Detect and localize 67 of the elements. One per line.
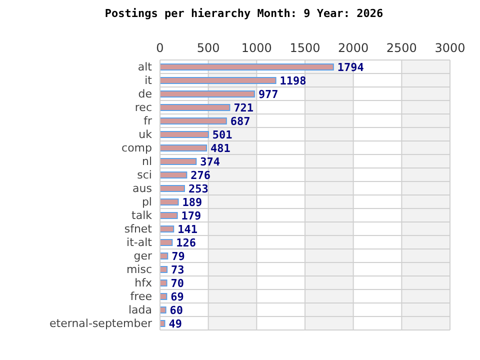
y-tick-label: misc xyxy=(126,263,152,276)
data-label: 69 xyxy=(170,290,184,304)
bar xyxy=(160,64,334,70)
bar xyxy=(160,280,168,286)
data-label: 253 xyxy=(188,182,208,196)
y-tick-label: rec xyxy=(134,101,152,114)
bar xyxy=(160,158,197,165)
data-label: 374 xyxy=(200,155,220,168)
bar xyxy=(160,306,166,314)
x-tick-label: 2000 xyxy=(338,41,369,55)
y-tick-label: aus xyxy=(132,182,152,196)
bar xyxy=(160,239,173,246)
data-label: 1198 xyxy=(280,74,306,88)
y-tick-label: alt xyxy=(138,60,153,74)
data-label: 276 xyxy=(190,168,211,182)
data-label: 977 xyxy=(258,88,278,101)
bar xyxy=(160,198,179,206)
y-tick-label: nl xyxy=(142,155,152,168)
bar xyxy=(160,293,168,300)
data-label: 60 xyxy=(170,304,184,317)
y-tick-label: uk xyxy=(138,128,153,142)
data-label: 179 xyxy=(181,209,202,222)
x-tick-label: 1500 xyxy=(290,41,320,55)
data-label: 687 xyxy=(230,114,250,128)
bar xyxy=(160,77,276,84)
data-label: 126 xyxy=(176,236,196,250)
data-label: 49 xyxy=(168,317,182,330)
y-tick-label: it-alt xyxy=(126,236,153,250)
bar xyxy=(160,144,207,152)
x-tick-label: 500 xyxy=(196,41,220,55)
data-label: 79 xyxy=(172,250,185,263)
data-label: 721 xyxy=(234,101,254,114)
x-tick-label: 1000 xyxy=(241,41,272,55)
y-tick-label: fr xyxy=(144,114,152,128)
y-tick-label: ger xyxy=(134,250,152,263)
bar xyxy=(160,90,255,98)
y-tick-label: sci xyxy=(137,168,152,182)
bar xyxy=(160,172,188,178)
bar xyxy=(160,118,227,124)
y-tick-label: it xyxy=(144,74,153,88)
bar xyxy=(160,104,230,111)
bar xyxy=(160,226,174,232)
y-tick-label: sfnet xyxy=(124,222,153,236)
bar xyxy=(160,131,209,138)
y-tick-label: lada xyxy=(128,304,152,317)
data-label: 189 xyxy=(182,196,202,209)
data-label: 1794 xyxy=(337,60,364,74)
data-label: 73 xyxy=(171,263,184,276)
bar xyxy=(160,185,185,192)
bar xyxy=(160,212,178,219)
data-label: 481 xyxy=(210,142,231,155)
y-tick-label: hfx xyxy=(134,276,152,290)
bar xyxy=(160,252,168,260)
y-tick-label: talk xyxy=(132,209,153,222)
y-tick-label: free xyxy=(130,290,152,304)
x-tick-label: 2500 xyxy=(386,41,417,55)
chart-title: Postings per hierarchy Month: 9 Year: 2026 xyxy=(104,7,384,22)
x-tick-label: 0 xyxy=(156,41,164,55)
data-label: 501 xyxy=(212,128,233,142)
y-tick-label: eternal-september xyxy=(50,317,152,330)
y-tick-label: pl xyxy=(142,196,152,209)
y-tick-label: comp xyxy=(122,142,152,155)
data-label: 141 xyxy=(178,222,198,236)
data-label: 70 xyxy=(170,276,184,290)
y-tick-label: de xyxy=(138,88,152,101)
x-tick-label: 3000 xyxy=(434,41,466,55)
bar xyxy=(160,266,168,273)
